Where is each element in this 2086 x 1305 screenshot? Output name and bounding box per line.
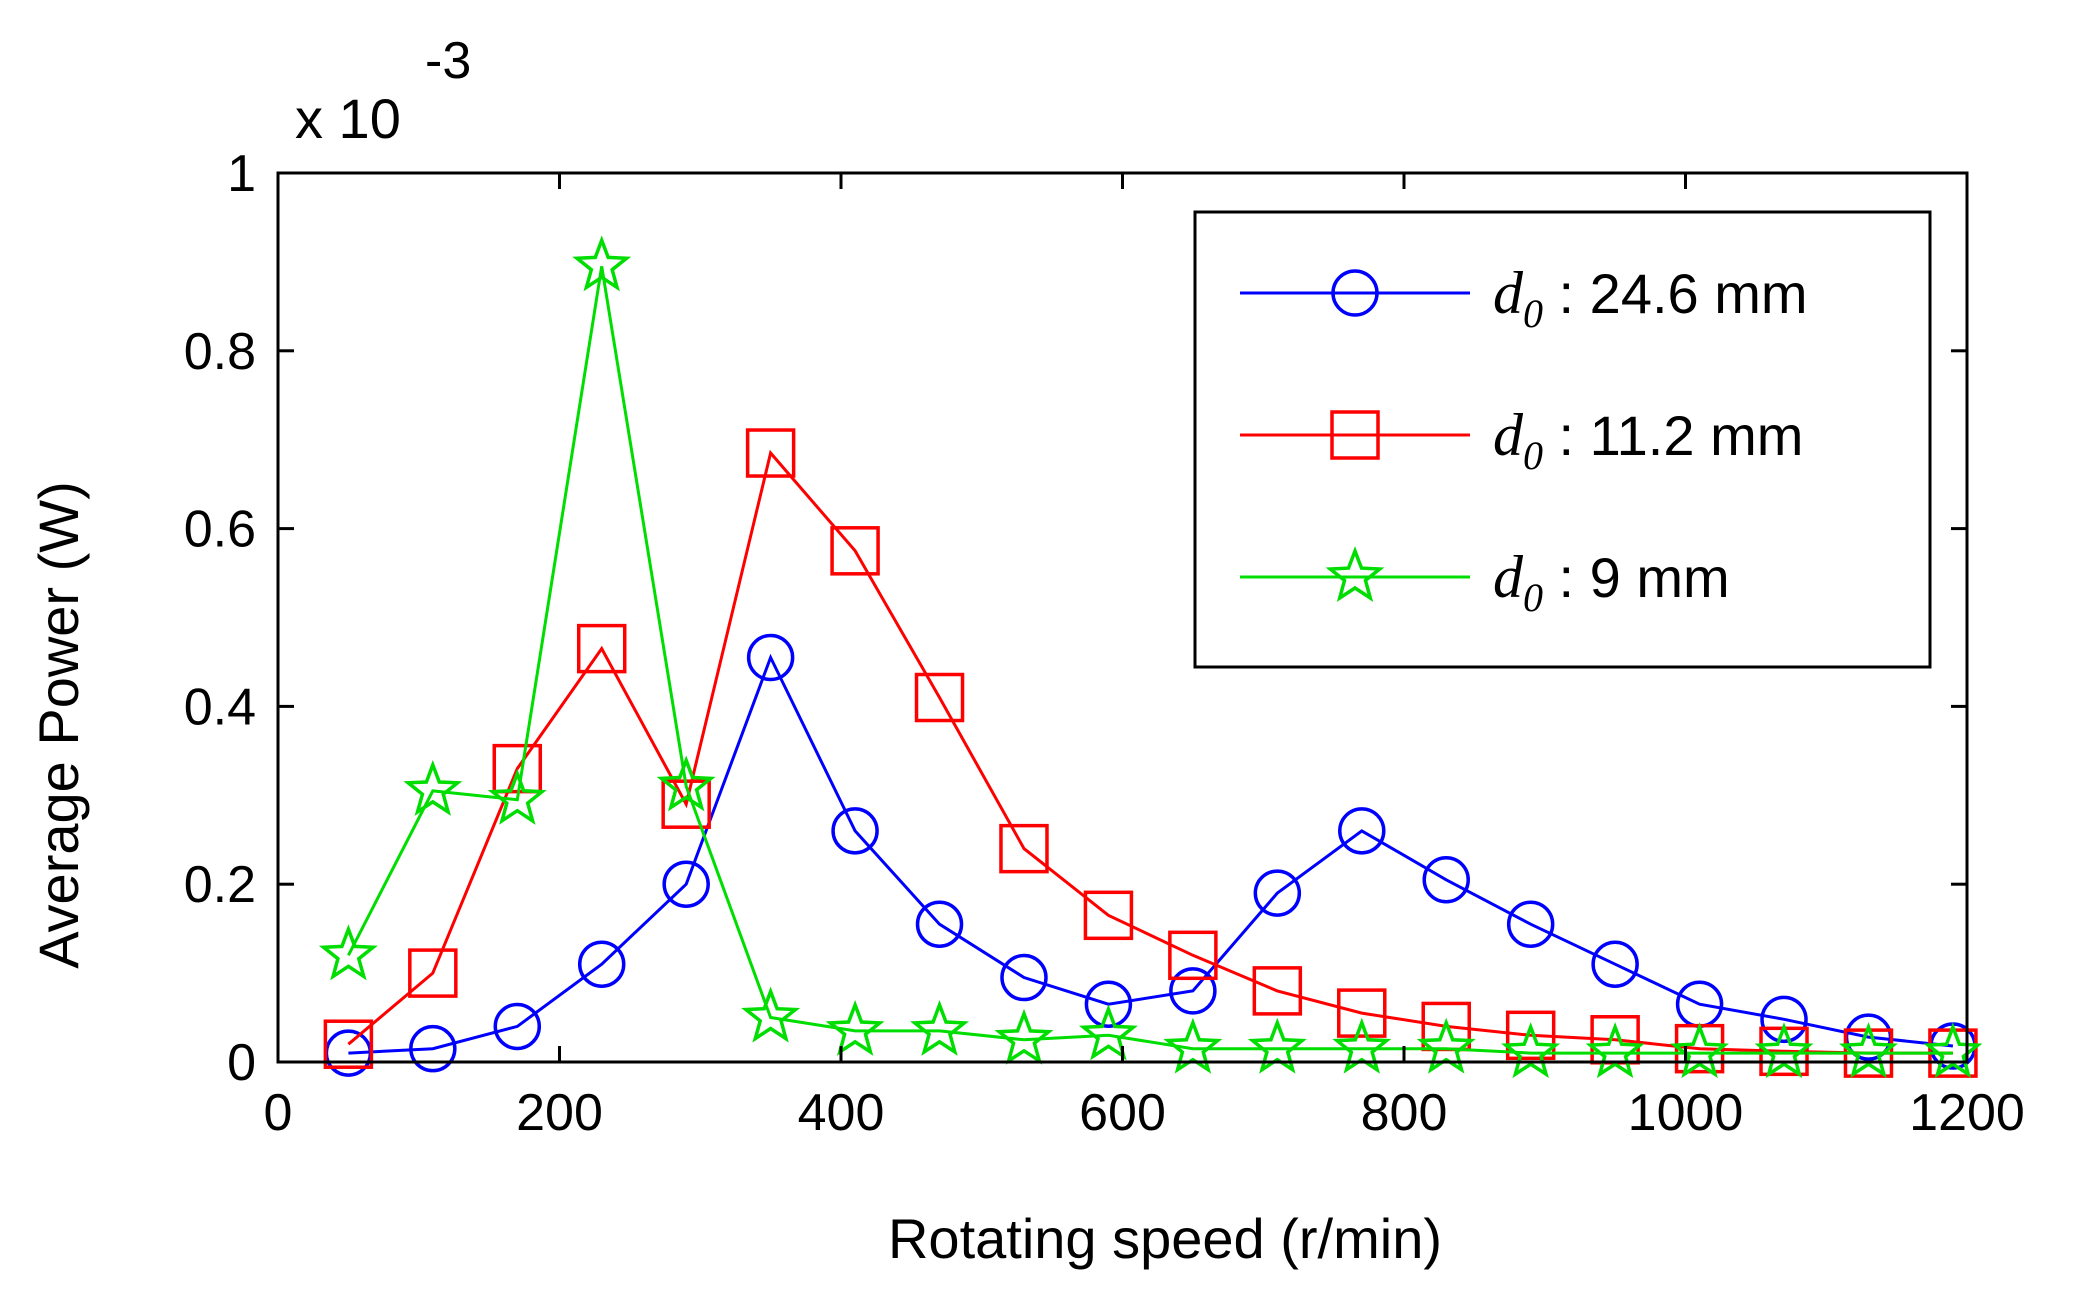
data-point-star-8 — [994, 1008, 1054, 1065]
data-point-square-7 — [914, 672, 965, 723]
data-point-square-3 — [576, 623, 627, 674]
data-point-star-6 — [825, 999, 885, 1056]
data-point-circle-5 — [746, 633, 795, 682]
data-point-circle-1 — [409, 1024, 457, 1073]
legend-entry-square: d0 : 11.2 mm — [1240, 402, 1803, 478]
data-point-star-16 — [1670, 1022, 1730, 1079]
data-point-circle-3 — [577, 940, 626, 988]
series-line-circle — [348, 653, 1954, 1055]
y-tick-label: 0.2 — [184, 856, 256, 914]
x-tick-label: 1200 — [1909, 1084, 2025, 1142]
x-tick-label: 1000 — [1628, 1084, 1744, 1142]
data-point-square-14 — [1505, 1010, 1556, 1061]
y-tick-label: 1 — [227, 145, 256, 203]
legend-marker-star — [1325, 546, 1385, 602]
legend-label: d0 : 9 mm — [1493, 544, 1730, 620]
data-point-circle-7 — [915, 900, 964, 948]
series-circle — [324, 633, 1977, 1077]
legend: d0 : 24.6 mm d0 : 11.2 mm d0 : 9 mm — [1193, 210, 1932, 669]
data-point-star-15 — [1585, 1022, 1645, 1079]
data-point-circle-17 — [1760, 995, 1808, 1044]
y-axis-label: Average Power (W) — [27, 481, 90, 969]
data-point-star-10 — [1163, 1017, 1223, 1074]
data-point-circle-15 — [1591, 940, 1639, 988]
data-point-star-17 — [1754, 1022, 1814, 1079]
data-point-star-9 — [1078, 1004, 1138, 1061]
data-point-circle-13 — [1422, 856, 1470, 904]
x-tick-label: 800 — [1361, 1084, 1448, 1142]
data-point-circle-10 — [1169, 967, 1217, 1015]
data-point-star-1 — [403, 759, 463, 816]
data-point-square-0 — [323, 1019, 374, 1069]
data-point-star-5 — [741, 986, 801, 1043]
data-point-circle-12 — [1338, 807, 1386, 855]
axes: 0 200 400 600 800 1000 1200 0 0.2 0.4 0.6 0.8 1 — [184, 145, 2025, 1142]
data-point-star-7 — [910, 999, 970, 1056]
legend-box — [1193, 210, 1932, 669]
data-point-square-1 — [408, 948, 458, 998]
data-point-square-5 — [745, 428, 796, 478]
legend-label: d0 : 24.6 mm — [1493, 260, 1808, 336]
legend-entry-circle: d0 : 24.6 mm — [1240, 260, 1808, 336]
legend-marker-square — [1330, 410, 1380, 460]
y-tick-label: 0.6 — [184, 501, 256, 559]
data-point-circle-9 — [1084, 980, 1133, 1028]
data-point-circle-14 — [1506, 900, 1555, 948]
data-point-circle-2 — [493, 1002, 542, 1051]
data-point-square-12 — [1337, 988, 1387, 1038]
data-point-star-14 — [1501, 1022, 1561, 1079]
y-tick-label: 0.8 — [184, 323, 256, 381]
data-point-square-10 — [1168, 930, 1218, 981]
data-point-star-18 — [1838, 1022, 1898, 1079]
x-tick-label: 400 — [798, 1084, 885, 1142]
y-tick-label: 0 — [227, 1034, 256, 1092]
data-point-star-13 — [1416, 1017, 1476, 1074]
data-point-star-0 — [318, 924, 378, 981]
data-point-star-19 — [1923, 1022, 1983, 1079]
data-point-square-6 — [830, 526, 880, 576]
data-point-star-12 — [1332, 1017, 1392, 1074]
data-point-square-9 — [1083, 890, 1134, 941]
y-multiplier-base: x 10 — [295, 87, 401, 150]
y-tick-label: 0.4 — [184, 678, 256, 736]
x-tick-label: 0 — [264, 1084, 293, 1142]
data-point-star-2 — [487, 768, 547, 825]
data-point-circle-8 — [1000, 953, 1048, 1002]
x-axis-label: Rotating speed (r/min) — [888, 1207, 1442, 1270]
data-point-circle-4 — [662, 860, 710, 908]
data-point-star-11 — [1247, 1017, 1307, 1074]
data-point-circle-6 — [831, 807, 879, 855]
x-tick-label: 600 — [1079, 1084, 1166, 1142]
data-point-circle-11 — [1253, 869, 1302, 917]
legend-marker-circle — [1331, 269, 1379, 317]
y-multiplier-exponent: -3 — [425, 32, 471, 90]
data-point-square-11 — [1252, 966, 1303, 1016]
legend-label: d0 : 11.2 mm — [1493, 402, 1803, 478]
x-tick-label: 200 — [516, 1084, 603, 1142]
legend-entry-star: d0 : 9 mm — [1240, 544, 1730, 620]
data-point-star-4 — [656, 755, 716, 812]
data-point-square-8 — [999, 823, 1049, 874]
data-point-star-3 — [572, 235, 632, 292]
